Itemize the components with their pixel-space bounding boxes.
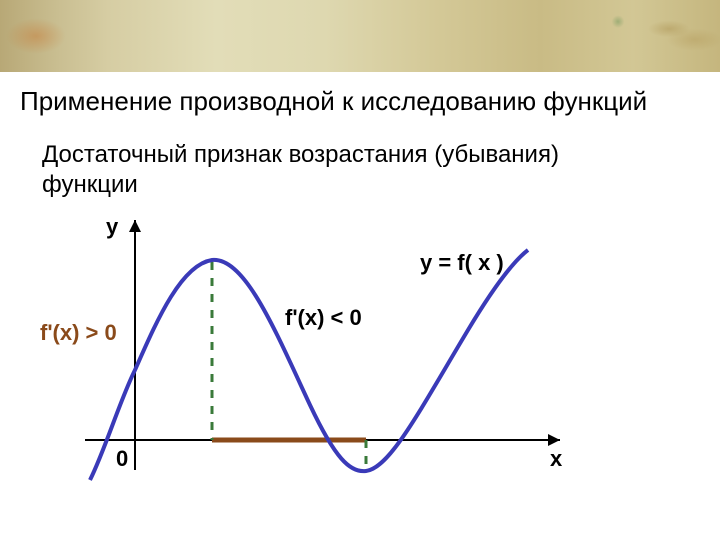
slide-root: Применение производной к исследованию фу… — [0, 0, 720, 540]
origin-label: 0 — [116, 446, 128, 471]
decorative-banner — [0, 0, 720, 72]
x-axis-label: x — [550, 446, 563, 471]
x-axis-arrow — [548, 434, 560, 446]
chart-svg: y x 0 y = f( x ) f'(x) > 0 f'(x) < 0 — [40, 210, 600, 520]
region-label-decreasing: f'(x) < 0 — [285, 305, 362, 330]
function-curve — [90, 250, 528, 480]
slide-subtitle: Достаточный признак возрастания (убывани… — [42, 140, 642, 200]
monotonicity-chart: y x 0 y = f( x ) f'(x) > 0 f'(x) < 0 — [40, 210, 600, 520]
slide-title: Применение производной к исследованию фу… — [20, 86, 700, 117]
function-label: y = f( x ) — [420, 250, 504, 275]
y-axis-label: y — [106, 214, 119, 239]
region-label-increasing: f'(x) > 0 — [40, 320, 117, 345]
y-axis-arrow — [129, 220, 141, 232]
